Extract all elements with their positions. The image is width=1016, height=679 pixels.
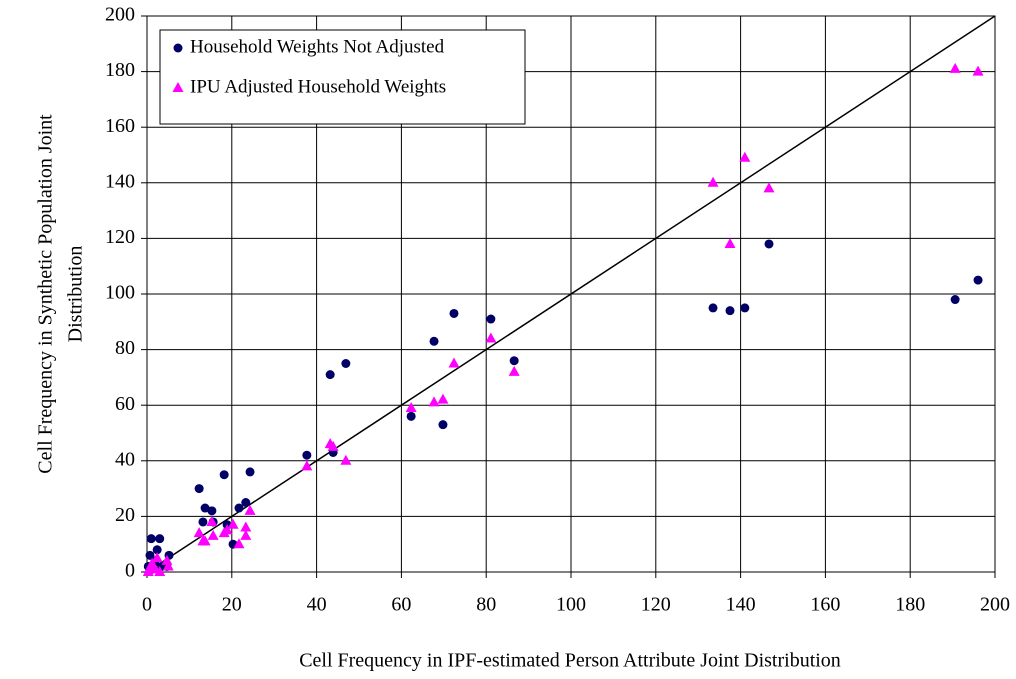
triangle-point — [763, 182, 775, 193]
y-tick-label: 80 — [115, 337, 135, 359]
triangle-point — [193, 527, 205, 538]
triangle-point — [244, 504, 256, 515]
triangle-point — [207, 529, 219, 540]
triangle-point — [162, 560, 174, 571]
triangle-point — [161, 554, 173, 565]
x-tick-label: 60 — [391, 594, 411, 616]
y-tick-label: 140 — [105, 170, 135, 192]
circle-point — [200, 503, 210, 513]
circle-point — [245, 467, 255, 477]
x-tick-label: 0 — [142, 594, 152, 616]
triangle-point — [405, 401, 417, 412]
x-tick-label: 200 — [980, 594, 1010, 616]
circle-point — [173, 43, 183, 53]
triangle-point — [233, 538, 245, 549]
y-tick-label: 40 — [115, 448, 135, 470]
circle-point — [973, 275, 983, 285]
triangle-point — [206, 515, 218, 526]
x-axis-label: Cell Frequency in IPF-estimated Person A… — [299, 650, 841, 672]
y-tick-label: 100 — [105, 282, 135, 304]
triangle-point — [199, 535, 211, 546]
triangle-point — [485, 332, 497, 343]
triangle-point — [724, 237, 736, 248]
triangle-point — [240, 529, 252, 540]
triangle-point — [240, 521, 252, 532]
plot-border — [146, 15, 996, 573]
triangle-point — [739, 151, 751, 162]
x-tick-label: 100 — [556, 594, 586, 616]
legend-box — [159, 29, 526, 125]
circle-point — [950, 295, 960, 305]
x-tick-label: 120 — [641, 594, 671, 616]
triangle-point — [227, 518, 239, 529]
circle-point — [302, 450, 312, 460]
circle-point — [406, 411, 416, 421]
y-tick-label: 20 — [115, 504, 135, 526]
circle-point — [438, 420, 448, 430]
triangle-point — [301, 460, 313, 471]
x-tick-label: 80 — [476, 594, 496, 616]
circle-point — [198, 517, 208, 527]
triangle-point — [972, 65, 984, 76]
circle-point — [725, 306, 735, 316]
circle-point — [207, 506, 217, 516]
triangle-point — [142, 566, 154, 576]
triangle-point — [437, 393, 449, 404]
y-tick-label: 120 — [105, 226, 135, 248]
circle-point — [241, 498, 251, 507]
x-tick-label: 160 — [810, 594, 840, 616]
triangle-point — [707, 176, 719, 187]
triangle-point — [508, 365, 520, 376]
triangle-point — [949, 62, 961, 73]
triangle-point — [172, 82, 184, 92]
triangle-point — [154, 566, 166, 576]
y-tick-label: 200 — [105, 4, 135, 26]
circle-point — [146, 534, 156, 544]
y-tick-label: 180 — [105, 59, 135, 81]
y-axis-label: Distribution — [65, 246, 87, 343]
circle-point — [449, 308, 459, 318]
circle-point — [152, 545, 162, 555]
circle-point — [155, 534, 165, 544]
legend-label: IPU Adjusted Household Weights — [190, 76, 446, 97]
legend-label: Household Weights Not Adjusted — [190, 36, 445, 57]
x-tick-label: 40 — [307, 594, 327, 616]
triangle-point — [221, 524, 233, 535]
circle-point — [708, 303, 718, 313]
circle-point — [740, 303, 750, 313]
x-tick-label: 20 — [222, 594, 242, 616]
triangle-point — [340, 454, 352, 465]
triangle-point — [428, 396, 440, 407]
y-tick-label: 0 — [125, 560, 135, 582]
circle-point — [764, 239, 774, 249]
circle-point — [219, 470, 229, 480]
x-tick-label: 140 — [726, 594, 756, 616]
triangle-point — [448, 357, 460, 368]
triangle-point — [327, 440, 339, 451]
circle-point — [194, 484, 204, 494]
circle-point — [325, 370, 335, 380]
circle-point — [429, 336, 439, 346]
y-axis-label: Cell Frequency in Synthetic Population J… — [35, 114, 57, 474]
circle-point — [234, 503, 244, 513]
y-tick-label: 160 — [105, 115, 135, 137]
y-tick-label: 60 — [115, 393, 135, 415]
circle-point — [341, 359, 351, 368]
x-tick-label: 180 — [895, 594, 925, 616]
triangle-point — [151, 552, 163, 563]
circle-point — [509, 356, 519, 366]
reference-line — [146, 15, 996, 573]
circle-point — [486, 314, 496, 324]
